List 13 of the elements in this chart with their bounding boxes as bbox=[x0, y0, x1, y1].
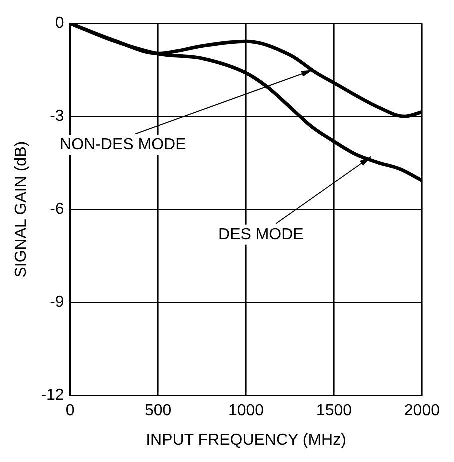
y-tick-label: -9 bbox=[50, 294, 64, 312]
x-tick-label: 500 bbox=[144, 402, 172, 420]
x-tick-label: 1500 bbox=[316, 402, 352, 420]
y-tick-label: -12 bbox=[41, 387, 64, 404]
y-tick-label: -3 bbox=[50, 108, 64, 126]
y-tick-label: -6 bbox=[50, 201, 64, 218]
x-axis-title: INPUT FREQUENCY (MHz) bbox=[146, 432, 346, 449]
annotation: DES MODE bbox=[218, 226, 304, 244]
x-tick-label: 1000 bbox=[228, 402, 264, 420]
y-axis-title: SIGNAL GAIN (dB) bbox=[13, 141, 30, 278]
y-tick-label: 0 bbox=[55, 15, 64, 32]
annotation: NON-DES MODE bbox=[60, 136, 186, 154]
x-tick-label: 2000 bbox=[404, 402, 440, 420]
